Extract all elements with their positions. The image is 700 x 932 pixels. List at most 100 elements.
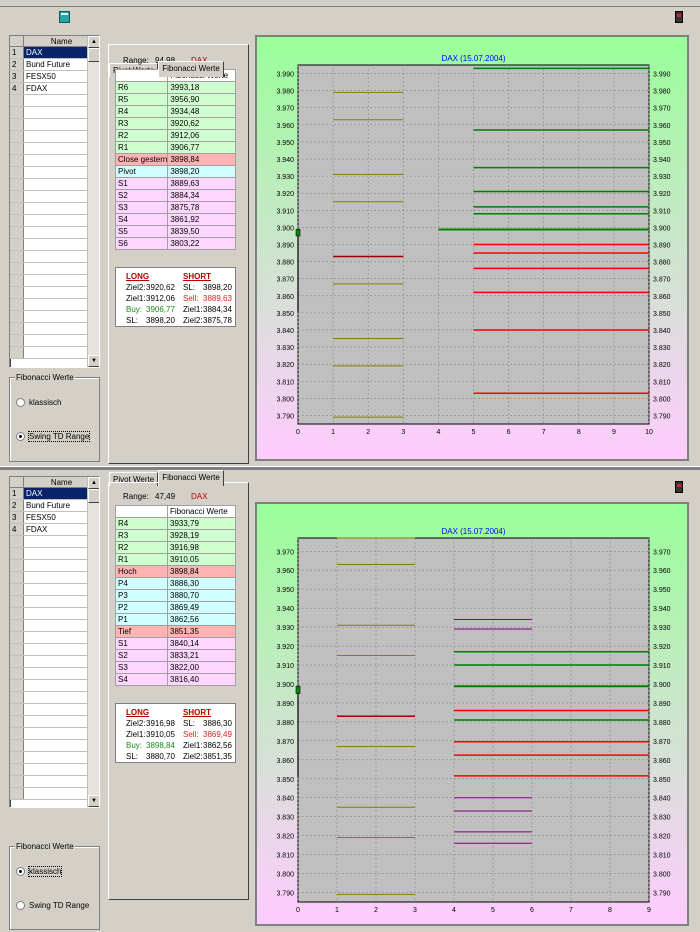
x-tick-label: 9 [647, 907, 651, 914]
scroll-down-icon[interactable]: ▼ [88, 355, 99, 367]
level-name: R3 [115, 529, 168, 542]
list-empty-cell [24, 668, 87, 679]
trade-box: LONG SHORT Ziel2: 3916,98 Ziel1: 3910,05 Buy: 3… [115, 703, 236, 763]
list-empty-cell [24, 107, 87, 118]
long-value: 3898,20 [146, 316, 175, 325]
y-tick-label-left: 3.800 [276, 396, 294, 403]
radio-klassisch[interactable]: klassisch [16, 866, 63, 877]
calculator-icon[interactable] [59, 11, 70, 23]
table-row: R6 3993,18 [114, 81, 236, 94]
list-item[interactable]: 3 FESX50 [10, 71, 87, 83]
radio-swing-td-range[interactable]: Swing TD Range [16, 901, 89, 910]
scroll-down-icon[interactable]: ▼ [88, 795, 99, 807]
list-empty-index [10, 263, 24, 274]
phone-icon[interactable] [675, 11, 683, 23]
list-empty-row [10, 668, 87, 680]
list-empty-row [10, 572, 87, 584]
radio-circle[interactable] [16, 901, 25, 910]
y-tick-label-right: 3.810 [653, 853, 671, 860]
list-item-name: FDAX [26, 84, 48, 93]
list-item[interactable]: 1 DAX [10, 488, 87, 500]
radio-swing-td-range[interactable]: Swing TD Range [16, 431, 91, 442]
instrument-list[interactable]: Name 1 DAX 2 Bund Future 3 FESX50 4 FDAX ▲ ▼ [9, 35, 100, 368]
phone-icon[interactable] [675, 481, 683, 493]
table-row: S5 3839,50 [114, 225, 236, 238]
list-item[interactable]: 1 DAX [10, 47, 87, 59]
candle-body [295, 685, 301, 694]
radio-circle[interactable] [16, 867, 25, 876]
list-item[interactable]: 3 FESX50 [10, 512, 87, 524]
list-empty-row [10, 620, 87, 632]
range-symbol: DAX [187, 56, 207, 65]
level-name: S2 [114, 189, 169, 202]
level-name: R6 [114, 81, 169, 94]
list-empty-cell [24, 788, 87, 799]
table-row: S2 3884,34 [114, 189, 236, 202]
y-tick-label-right: 3.960 [653, 123, 671, 130]
long-label: Buy: [126, 305, 143, 314]
y-tick-label-right: 3.890 [653, 701, 671, 708]
list-empty-row [10, 656, 87, 668]
list-item[interactable]: 4 FDAX [10, 524, 87, 536]
long-value: 3912,06 [146, 294, 175, 303]
level-value: 3933,79 [167, 517, 236, 530]
radio-circle[interactable] [16, 432, 25, 441]
y-tick-label-left: 3.860 [276, 758, 294, 765]
y-tick-label-left: 3.970 [276, 106, 294, 113]
scroll-up-icon[interactable]: ▲ [88, 477, 99, 489]
y-tick-label-left: 3.920 [276, 191, 294, 198]
window-separator [0, 466, 700, 470]
list-item-index: 1 [10, 488, 24, 499]
radio-circle[interactable] [16, 398, 25, 407]
y-tick-label-left: 3.900 [276, 682, 294, 689]
list-empty-row [10, 560, 87, 572]
list-empty-cell [24, 155, 87, 166]
list-empty-row [10, 776, 87, 788]
level-name: P3 [115, 589, 168, 602]
tab-page: Range:94,98DAXFibonacci WerteR63993,18R5… [108, 44, 249, 464]
list-item[interactable]: 2 Bund Future [10, 59, 87, 71]
tab-fibonacci-werte[interactable]: Fibonacci Werte [158, 61, 224, 77]
list-item[interactable]: 4 FDAX [10, 83, 87, 95]
list-item[interactable]: 2 Bund Future [10, 500, 87, 512]
y-tick-label-left: 3.830 [276, 815, 294, 822]
level-name: P2 [115, 601, 168, 614]
list-empty-row [10, 143, 87, 155]
level-value: 3912,06 [167, 129, 236, 142]
table-row: R5 3956,90 [114, 93, 236, 106]
scroll-thumb[interactable] [88, 489, 99, 503]
radio-klassisch[interactable]: klassisch [16, 398, 61, 407]
list-empty-cell [24, 728, 87, 739]
list-scrollbar[interactable]: ▲ ▼ [87, 36, 99, 367]
scroll-thumb[interactable] [88, 48, 99, 62]
level-name: R4 [114, 105, 169, 118]
table-row: P4 3886,30 [115, 577, 236, 590]
x-tick-label: 5 [491, 907, 495, 914]
fibonacci-mode-group: Fibonacci Werte klassisch Swing TD Range [9, 373, 100, 462]
y-tick-label-left: 3.820 [276, 362, 294, 369]
y-tick-label-left: 3.940 [276, 157, 294, 164]
instrument-list[interactable]: Name 1 DAX 2 Bund Future 3 FESX50 4 FDAX ▲ ▼ [9, 476, 100, 808]
x-tick-label: 0 [296, 429, 300, 436]
list-empty-row [10, 167, 87, 179]
y-tick-label-left: 3.790 [276, 413, 294, 420]
long-label: Buy: [126, 741, 143, 750]
level-name: Close gestern [114, 153, 169, 166]
level-name: S6 [114, 237, 169, 250]
long-value: 3898,84 [146, 741, 175, 750]
level-name: R5 [114, 93, 169, 106]
table-row: Hoch 3898,84 [115, 565, 236, 578]
y-tick-label-right: 3.830 [653, 815, 671, 822]
scroll-up-icon[interactable]: ▲ [88, 36, 99, 48]
x-tick-label: 4 [436, 429, 440, 436]
level-value: 3898,84 [167, 153, 236, 166]
list-empty-cell [24, 119, 87, 130]
list-empty-row [10, 203, 87, 215]
y-tick-label-right: 3.870 [653, 277, 671, 284]
list-empty-index [10, 347, 24, 358]
y-tick-label-right: 3.890 [653, 243, 671, 250]
list-empty-row [10, 740, 87, 752]
list-header: Name [10, 36, 99, 47]
tab-fibonacci-werte[interactable]: Fibonacci Werte [158, 470, 224, 486]
list-scrollbar[interactable]: ▲ ▼ [87, 477, 99, 807]
